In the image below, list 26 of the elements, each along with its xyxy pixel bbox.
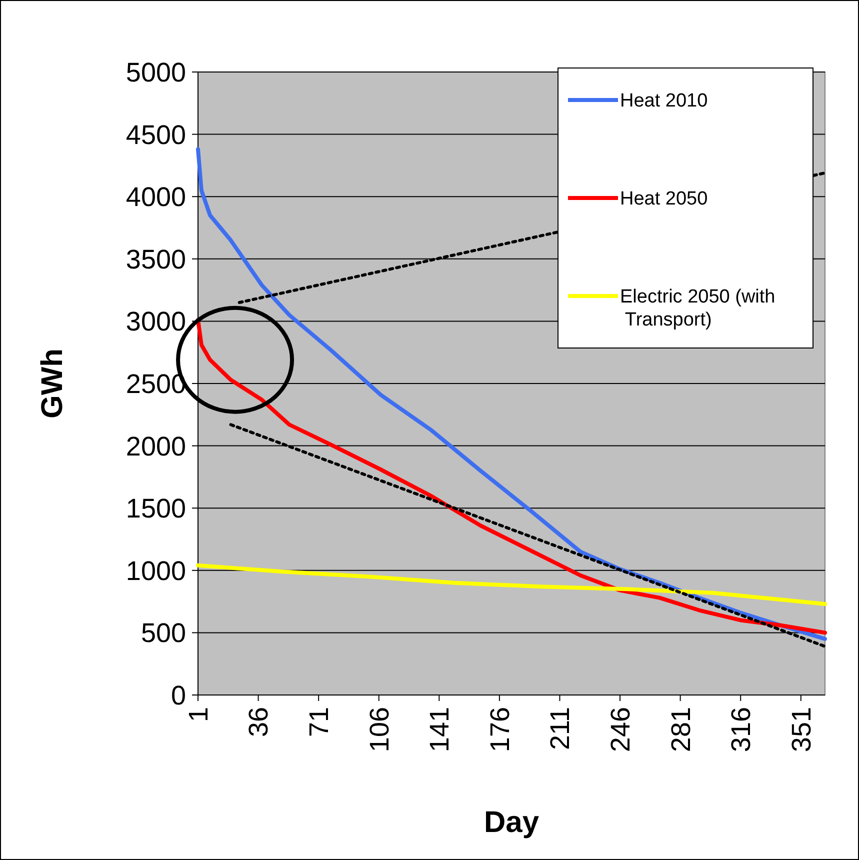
x-tick-label: 36 xyxy=(244,707,274,738)
y-tick-label: 1000 xyxy=(126,556,186,586)
x-tick-label: 281 xyxy=(666,707,696,752)
legend-label: Electric 2050 (with Transport) xyxy=(620,286,776,330)
x-tick-label: 316 xyxy=(726,707,756,752)
legend-label: Heat 2050 xyxy=(620,188,708,210)
y-tick-label: 3500 xyxy=(126,244,186,274)
y-tick-label: 2000 xyxy=(126,431,186,462)
x-tick-label: 141 xyxy=(424,707,455,752)
y-tick-label: 4500 xyxy=(126,120,186,150)
x-tick-label: 176 xyxy=(484,707,515,752)
y-tick-label: 4000 xyxy=(126,182,186,212)
x-tick-label: 1 xyxy=(183,707,214,722)
y-tick-label: 500 xyxy=(140,618,186,648)
y-tick-label: 5000 xyxy=(126,57,186,88)
x-tick-label: 351 xyxy=(786,707,816,752)
x-tick-label: 106 xyxy=(364,707,394,752)
x-tick-label: 246 xyxy=(605,707,636,752)
y-axis-title: GWh xyxy=(36,348,69,418)
y-tick-label: 3000 xyxy=(126,306,186,337)
x-axis-title: Day xyxy=(484,806,540,839)
x-tick-label: 71 xyxy=(304,707,334,738)
x-tick-label: 211 xyxy=(545,707,576,750)
y-tick-label: 1500 xyxy=(126,494,186,524)
legend-label: Heat 2010 xyxy=(620,90,708,112)
y-tick-label: 0 xyxy=(170,680,186,710)
